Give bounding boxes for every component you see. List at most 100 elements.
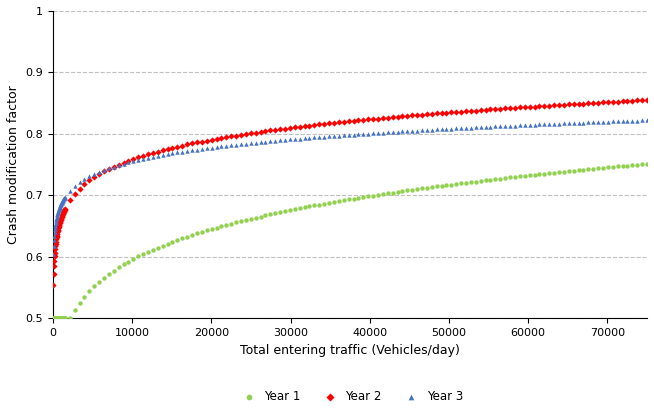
Year 3 — [55, 203, 65, 209]
Year 1 — [162, 240, 173, 247]
Year 1 — [300, 204, 310, 211]
Year 2 — [118, 159, 129, 166]
Year 2 — [235, 131, 246, 138]
Year 2 — [422, 111, 432, 118]
Year 2 — [397, 113, 407, 120]
Year 1 — [245, 215, 256, 222]
Year 1 — [177, 235, 188, 242]
Year 2 — [50, 241, 61, 247]
Year 3 — [143, 155, 153, 161]
Year 2 — [56, 216, 66, 223]
Year 1 — [519, 173, 530, 179]
Year 2 — [57, 212, 67, 219]
Year 1 — [55, 315, 65, 322]
Year 2 — [270, 126, 281, 133]
Year 2 — [250, 129, 261, 136]
Year 3 — [75, 179, 85, 186]
X-axis label: Total entering traffic (Vehicles/day): Total entering traffic (Vehicles/day) — [240, 344, 460, 357]
Year 3 — [544, 121, 555, 127]
Year 1 — [167, 239, 178, 245]
Year 3 — [612, 118, 623, 124]
Year 1 — [57, 315, 67, 322]
Year 1 — [58, 315, 68, 322]
Year 3 — [201, 145, 212, 151]
Year 3 — [627, 118, 638, 124]
Year 1 — [412, 186, 422, 192]
Year 2 — [162, 146, 173, 152]
Year 2 — [495, 106, 506, 112]
Year 3 — [52, 215, 62, 221]
Year 1 — [109, 267, 119, 274]
Year 2 — [377, 115, 388, 121]
Year 2 — [544, 102, 555, 109]
Year 2 — [54, 221, 65, 228]
Year 3 — [383, 129, 393, 135]
Year 2 — [490, 106, 500, 112]
Year 1 — [500, 175, 510, 181]
Legend: Year 1, Year 2, Year 3: Year 1, Year 2, Year 3 — [232, 386, 468, 408]
Year 1 — [52, 315, 62, 322]
Year 1 — [383, 190, 393, 197]
Year 2 — [475, 107, 486, 113]
Year 1 — [417, 185, 427, 192]
Year 2 — [58, 211, 68, 217]
Year 2 — [373, 115, 383, 122]
Year 2 — [568, 101, 579, 107]
Year 2 — [280, 125, 290, 132]
Year 1 — [250, 214, 261, 221]
Year 1 — [265, 211, 275, 217]
Year 1 — [49, 315, 60, 322]
Year 3 — [50, 222, 61, 228]
Year 3 — [49, 237, 60, 243]
Year 2 — [564, 101, 574, 108]
Year 2 — [52, 231, 62, 237]
Year 1 — [642, 160, 652, 167]
Year 2 — [446, 109, 456, 115]
Year 3 — [51, 218, 61, 224]
Year 3 — [432, 126, 442, 133]
Year 3 — [334, 132, 344, 139]
Year 2 — [52, 234, 62, 241]
Year 2 — [314, 121, 324, 128]
Year 3 — [162, 151, 173, 157]
Year 1 — [48, 315, 59, 322]
Year 3 — [275, 137, 285, 144]
Year 3 — [56, 200, 67, 207]
Year 2 — [53, 226, 63, 233]
Year 2 — [642, 97, 652, 103]
Year 2 — [456, 108, 466, 115]
Year 1 — [59, 315, 69, 322]
Year 1 — [490, 176, 500, 182]
Year 2 — [637, 97, 647, 104]
Year 2 — [207, 136, 217, 143]
Year 3 — [138, 155, 148, 162]
Year 2 — [275, 126, 285, 133]
Year 1 — [54, 315, 64, 322]
Year 3 — [426, 126, 437, 133]
Year 3 — [319, 133, 330, 140]
Year 2 — [441, 109, 452, 116]
Year 3 — [598, 119, 608, 125]
Year 3 — [48, 242, 59, 249]
Year 2 — [50, 243, 61, 250]
Year 2 — [632, 97, 642, 104]
Year 1 — [314, 201, 324, 208]
Year 2 — [60, 206, 70, 213]
Year 1 — [387, 189, 398, 196]
Year 2 — [525, 104, 535, 110]
Year 1 — [113, 264, 124, 271]
Year 1 — [58, 315, 69, 322]
Year 1 — [49, 315, 60, 322]
Year 3 — [49, 229, 60, 235]
Year 1 — [284, 207, 295, 213]
Year 1 — [475, 177, 486, 184]
Year 3 — [417, 127, 427, 133]
Year 1 — [143, 248, 153, 255]
Year 1 — [94, 279, 105, 285]
Year 3 — [58, 196, 69, 203]
Year 1 — [598, 164, 608, 171]
Year 3 — [574, 120, 584, 126]
Year 2 — [534, 103, 545, 109]
Year 3 — [525, 122, 535, 128]
Year 1 — [368, 192, 378, 199]
